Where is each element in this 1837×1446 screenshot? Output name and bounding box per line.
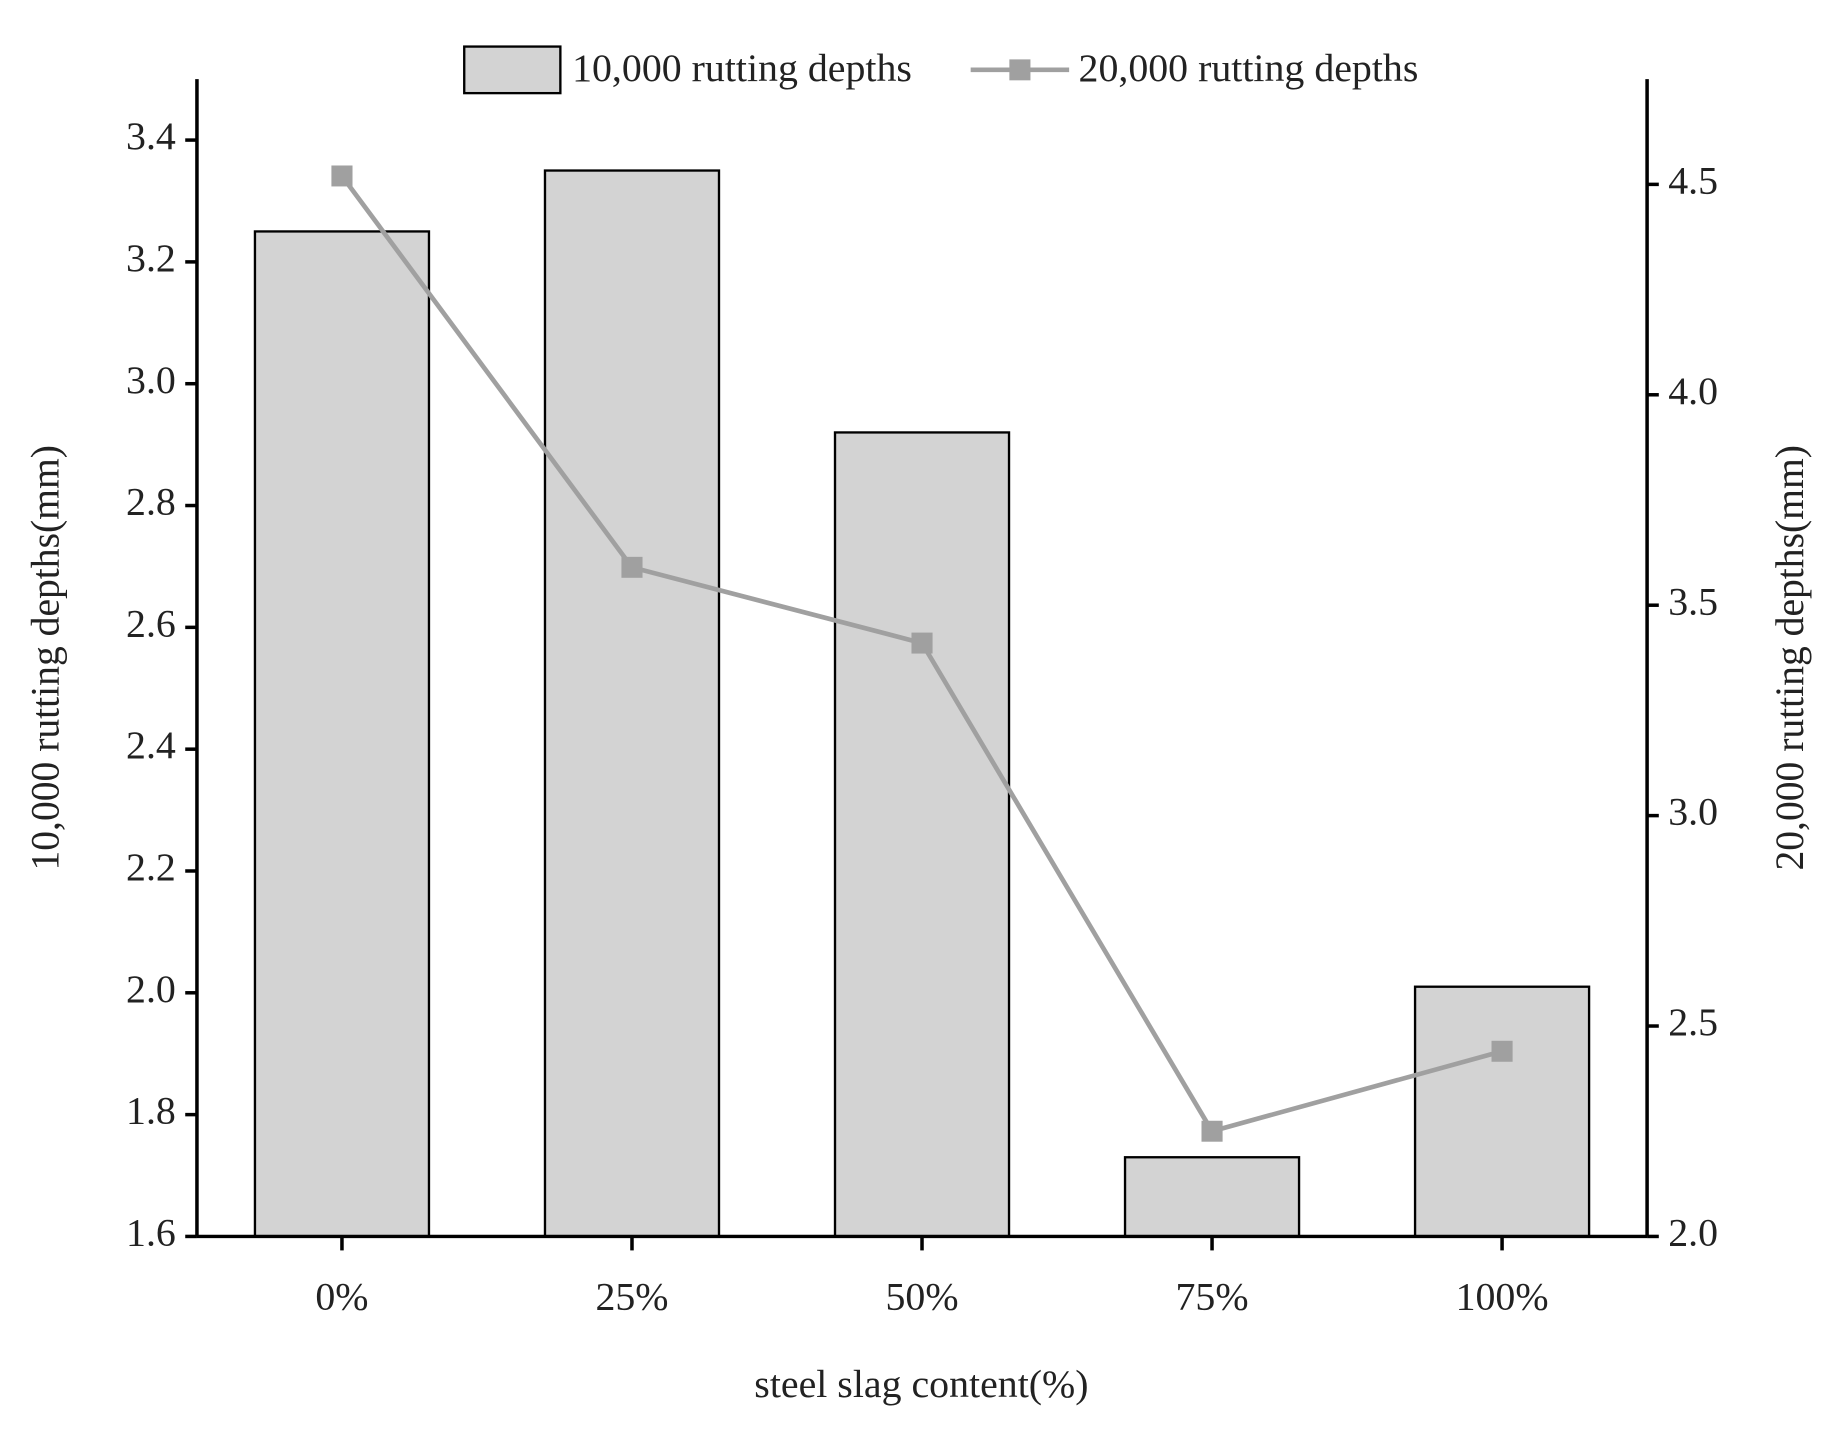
bar [833, 431, 1011, 1238]
x-tick-label: 0% [315, 1275, 368, 1319]
y-tick-label: 1.6 [126, 1211, 176, 1255]
y-tick-label: 2.0 [126, 967, 176, 1011]
line-marker [621, 556, 643, 578]
y-tick-label: 1.8 [126, 1089, 176, 1133]
line-marker [1491, 1040, 1513, 1062]
y-tick-label: 3.2 [126, 236, 176, 280]
y-tick-label: 3.4 [126, 114, 176, 158]
y2-tick-label: 2.0 [1668, 1211, 1718, 1255]
y-tick-label: 2.6 [126, 602, 176, 646]
y-tick-label: 3.0 [126, 358, 176, 402]
legend-swatch [463, 45, 562, 95]
y2-tick-label: 2.5 [1668, 1000, 1718, 1044]
y2-axis-title: 20,000 rutting depths(mm) [1768, 445, 1812, 870]
x-tick-label: 50% [885, 1275, 958, 1319]
line-marker [331, 165, 353, 187]
x-tick-label: 25% [595, 1275, 668, 1319]
y-tick-label: 2.8 [126, 480, 176, 524]
line-marker [1201, 1120, 1223, 1142]
y-tick-label: 2.2 [126, 845, 176, 889]
legend-label: 10,000 rutting depths [572, 46, 912, 90]
bar [1123, 1156, 1301, 1238]
bar [543, 169, 721, 1238]
y2-tick-label: 3.0 [1668, 790, 1718, 834]
y-axis-title: 10,000 rutting depths(mm) [23, 445, 67, 870]
y-tick-label: 2.4 [126, 723, 176, 767]
line-marker [911, 632, 933, 654]
bar [1413, 985, 1591, 1238]
legend-marker [1009, 59, 1031, 81]
legend-label: 20,000 rutting depths [1079, 46, 1419, 90]
x-axis-title: steel slag content(%) [754, 1362, 1088, 1406]
y2-tick-label: 3.5 [1668, 579, 1718, 623]
x-tick-label: 100% [1456, 1275, 1549, 1319]
y2-tick-label: 4.5 [1668, 159, 1718, 203]
y2-tick-label: 4.0 [1668, 369, 1718, 413]
x-tick-label: 75% [1176, 1275, 1249, 1319]
bar [253, 230, 431, 1238]
